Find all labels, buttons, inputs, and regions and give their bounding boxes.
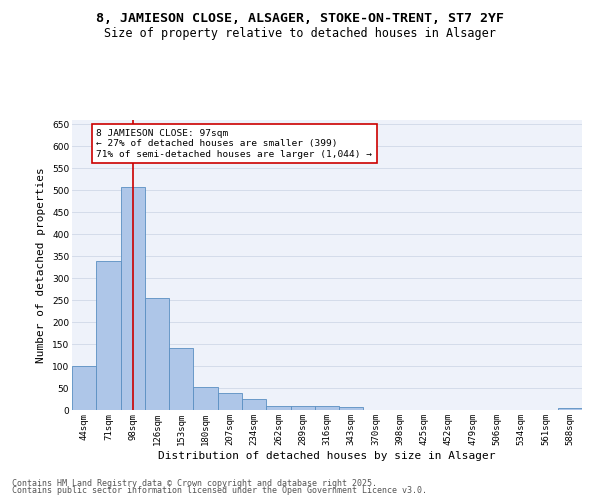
Bar <box>169 348 193 410</box>
Bar <box>558 408 582 410</box>
Bar <box>72 366 96 410</box>
Bar <box>96 262 121 410</box>
Y-axis label: Number of detached properties: Number of detached properties <box>37 167 46 363</box>
Bar <box>266 406 290 410</box>
Bar <box>290 406 315 410</box>
Bar <box>193 386 218 410</box>
Text: 8 JAMIESON CLOSE: 97sqm
← 27% of detached houses are smaller (399)
71% of semi-d: 8 JAMIESON CLOSE: 97sqm ← 27% of detache… <box>96 129 372 158</box>
Bar <box>145 298 169 410</box>
Text: Size of property relative to detached houses in Alsager: Size of property relative to detached ho… <box>104 28 496 40</box>
Text: Contains HM Land Registry data © Crown copyright and database right 2025.: Contains HM Land Registry data © Crown c… <box>12 478 377 488</box>
Bar <box>315 406 339 410</box>
Text: Contains public sector information licensed under the Open Government Licence v3: Contains public sector information licen… <box>12 486 427 495</box>
Text: 8, JAMIESON CLOSE, ALSAGER, STOKE-ON-TRENT, ST7 2YF: 8, JAMIESON CLOSE, ALSAGER, STOKE-ON-TRE… <box>96 12 504 26</box>
Bar <box>218 394 242 410</box>
Bar <box>121 187 145 410</box>
X-axis label: Distribution of detached houses by size in Alsager: Distribution of detached houses by size … <box>158 450 496 460</box>
Bar <box>339 408 364 410</box>
Bar <box>242 400 266 410</box>
